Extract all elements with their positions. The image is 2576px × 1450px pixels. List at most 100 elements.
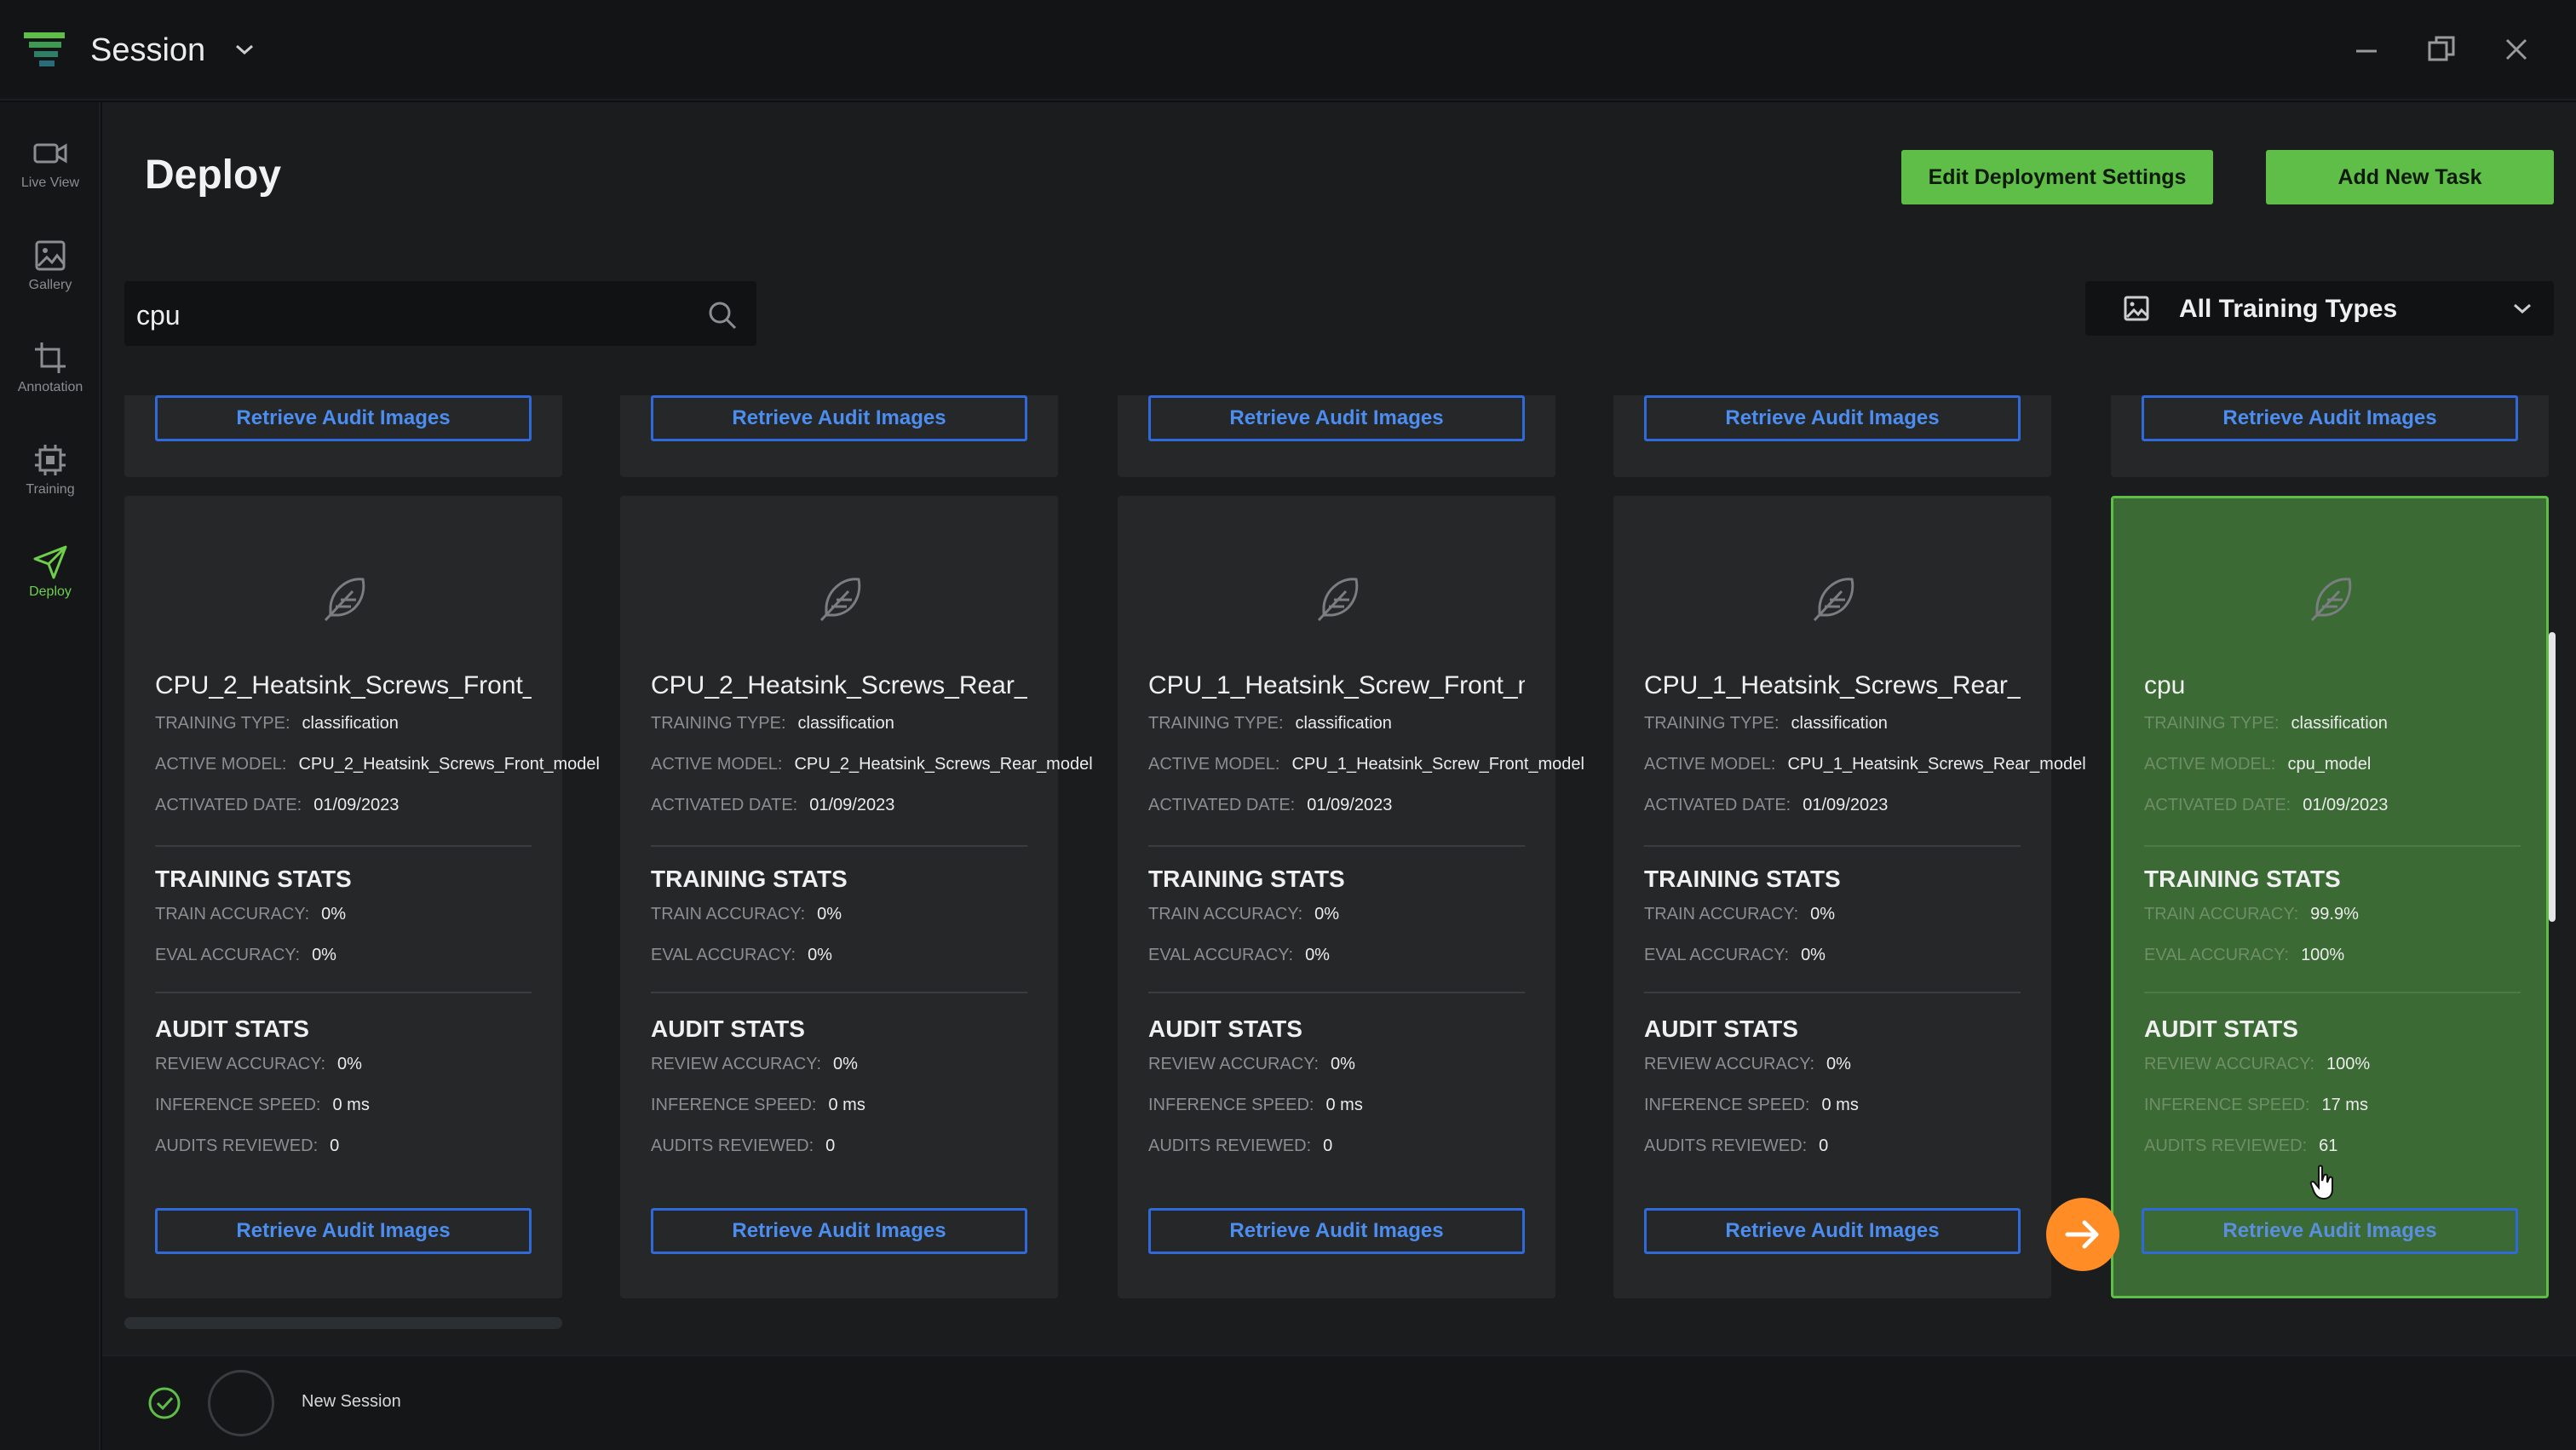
sidebar: Live View Gallery Annotation Training De… bbox=[0, 102, 101, 1450]
retrieve-audit-images-button[interactable]: Retrieve Audit Images bbox=[2142, 1208, 2518, 1254]
retrieve-audit-images-button[interactable]: Retrieve Audit Images bbox=[155, 395, 532, 441]
divider bbox=[651, 992, 1027, 993]
page-title: Deploy bbox=[145, 152, 282, 198]
review-accuracy-row: REVIEW ACCURACY: 0% bbox=[1644, 1055, 1851, 1079]
arrow-right-icon bbox=[2046, 1198, 2119, 1271]
activated-date-label: ACTIVATED DATE: bbox=[2144, 796, 2291, 814]
edit-deployment-settings-button[interactable]: Edit Deployment Settings bbox=[1901, 150, 2213, 204]
audits-reviewed-label: AUDITS REVIEWED: bbox=[1644, 1136, 1808, 1155]
review-accuracy-label: REVIEW ACCURACY: bbox=[1644, 1055, 1815, 1073]
sidebar-item-training[interactable]: Training bbox=[0, 429, 101, 515]
sidebar-item-annotation[interactable]: Annotation bbox=[0, 327, 101, 412]
sidebar-item-gallery[interactable]: Gallery bbox=[0, 225, 101, 310]
audits-reviewed-label: AUDITS REVIEWED: bbox=[651, 1136, 814, 1155]
divider bbox=[1148, 845, 1525, 847]
feather-icon bbox=[1317, 578, 1359, 622]
training-stats-heading: TRAINING STATS bbox=[651, 866, 848, 892]
retrieve-audit-images-button[interactable]: Retrieve Audit Images bbox=[1644, 1208, 2021, 1254]
retrieve-audit-images-button[interactable]: Retrieve Audit Images bbox=[2142, 395, 2518, 441]
task-card[interactable]: CPU_1_Heatsink_Screw_Front_model TRAINING… bbox=[1118, 496, 1584, 1298]
sidebar-item-deploy[interactable]: Deploy bbox=[0, 532, 101, 617]
training-type-row: TRAINING TYPE: classification bbox=[1148, 714, 1392, 738]
divider bbox=[2144, 992, 2521, 993]
status-bar bbox=[102, 1355, 2576, 1450]
eval-accuracy-row: EVAL ACCURACY: 100% bbox=[2144, 946, 2344, 970]
retrieve-audit-images-button[interactable]: Retrieve Audit Images bbox=[651, 1208, 1027, 1254]
send-icon bbox=[33, 545, 67, 579]
session-avatar[interactable] bbox=[208, 1370, 274, 1436]
activated-date-row: ACTIVATED DATE: 01/09/2023 bbox=[1644, 796, 1888, 820]
inference-speed-value: 0 ms bbox=[828, 1096, 865, 1114]
train-accuracy-label: TRAIN ACCURACY: bbox=[651, 905, 806, 924]
active-model-row: ACTIVE MODEL: CPU_1_Heatsink_Screw_Front_… bbox=[1148, 755, 1584, 779]
retrieve-audit-images-button[interactable]: Retrieve Audit Images bbox=[1148, 395, 1525, 441]
divider bbox=[2144, 845, 2521, 847]
horizontal-scrollbar[interactable] bbox=[124, 1317, 562, 1329]
sidebar-item-label: Training bbox=[26, 482, 75, 497]
task-card[interactable]: cpu TRAINING TYPE: classification ACTIVE MO… bbox=[2111, 496, 2549, 1298]
training-stats-heading: TRAINING STATS bbox=[2144, 866, 2341, 892]
active-model-label: ACTIVE MODEL: bbox=[1148, 755, 1280, 774]
search-input[interactable] bbox=[124, 281, 756, 346]
activated-date-row: ACTIVATED DATE: 01/09/2023 bbox=[2144, 796, 2388, 820]
eval-accuracy-value: 0% bbox=[312, 946, 336, 964]
inference-speed-label: INFERENCE SPEED: bbox=[155, 1096, 321, 1114]
window-title: Session bbox=[90, 32, 206, 68]
active-model-row: ACTIVE MODEL: CPU_2_Heatsink_Screws_Front… bbox=[155, 755, 600, 779]
review-accuracy-row: REVIEW ACCURACY: 0% bbox=[651, 1055, 858, 1079]
retrieve-audit-images-button[interactable]: Retrieve Audit Images bbox=[651, 395, 1027, 441]
training-type-select[interactable]: All Training Types bbox=[2085, 281, 2554, 336]
divider bbox=[1148, 992, 1525, 993]
minimize-icon[interactable] bbox=[2346, 29, 2387, 70]
task-card-partial: Retrieve Audit Images bbox=[1118, 395, 1555, 477]
audits-reviewed-value: 0 bbox=[1323, 1136, 1333, 1155]
task-name: CPU_2_Heatsink_Screws_Rear_model bbox=[651, 671, 1027, 699]
train-accuracy-label: TRAIN ACCURACY: bbox=[1148, 905, 1303, 924]
eval-accuracy-row: EVAL ACCURACY: 0% bbox=[651, 946, 832, 970]
eval-accuracy-row: EVAL ACCURACY: 0% bbox=[1148, 946, 1330, 970]
training-type-value: classification bbox=[1295, 714, 1392, 733]
train-accuracy-value: 99.9% bbox=[2310, 905, 2359, 924]
audits-reviewed-label: AUDITS REVIEWED: bbox=[155, 1136, 319, 1155]
task-card[interactable]: CPU_2_Heatsink_Screws_Front_model TRAININ… bbox=[124, 496, 600, 1298]
active-model-value: CPU_1_Heatsink_Screws_Rear_model bbox=[1787, 755, 2086, 774]
training-stats-heading: TRAINING STATS bbox=[155, 866, 352, 892]
check-circle-icon bbox=[148, 1387, 181, 1419]
search-icon[interactable] bbox=[705, 298, 739, 332]
training-type-row: TRAINING TYPE: classification bbox=[651, 714, 894, 738]
task-card[interactable]: CPU_1_Heatsink_Screws_Rear_model TRAINING… bbox=[1613, 496, 2086, 1298]
video-camera-icon bbox=[33, 143, 67, 164]
training-type-label: TRAINING TYPE: bbox=[2144, 714, 2280, 733]
sidebar-item-label: Deploy bbox=[29, 584, 72, 599]
chevron-down-icon[interactable] bbox=[232, 39, 257, 60]
add-new-task-button[interactable]: Add New Task bbox=[2266, 150, 2554, 204]
review-accuracy-row: REVIEW ACCURACY: 0% bbox=[155, 1055, 362, 1079]
active-model-label: ACTIVE MODEL: bbox=[651, 755, 783, 774]
close-icon[interactable] bbox=[2496, 29, 2537, 70]
train-accuracy-row: TRAIN ACCURACY: 0% bbox=[155, 905, 346, 929]
training-type-value: classification bbox=[2291, 714, 2388, 733]
training-type-value: All Training Types bbox=[2179, 295, 2398, 323]
inference-speed-row: INFERENCE SPEED: 0 ms bbox=[1148, 1096, 1363, 1119]
sidebar-item-live-view[interactable]: Live View bbox=[0, 123, 101, 208]
training-type-label: TRAINING TYPE: bbox=[1644, 714, 1780, 733]
restore-icon[interactable] bbox=[2421, 29, 2462, 70]
retrieve-audit-images-button[interactable]: Retrieve Audit Images bbox=[1644, 395, 2021, 441]
search-input-value[interactable]: cpu bbox=[136, 300, 181, 331]
feather-icon bbox=[1813, 578, 1854, 622]
task-card-partial: Retrieve Audit Images bbox=[124, 395, 562, 477]
task-card[interactable]: CPU_2_Heatsink_Screws_Rear_model TRAINING… bbox=[620, 496, 1093, 1298]
activated-date-row: ACTIVATED DATE: 01/09/2023 bbox=[1148, 796, 1392, 820]
review-accuracy-value: 0% bbox=[1826, 1055, 1851, 1073]
retrieve-audit-images-button[interactable]: Retrieve Audit Images bbox=[1148, 1208, 1525, 1254]
active-model-row: ACTIVE MODEL: CPU_1_Heatsink_Screws_Rear_… bbox=[1644, 755, 2086, 779]
inference-speed-label: INFERENCE SPEED: bbox=[1644, 1096, 1810, 1114]
eval-accuracy-label: EVAL ACCURACY: bbox=[2144, 946, 2290, 964]
retrieve-audit-images-button[interactable]: Retrieve Audit Images bbox=[155, 1208, 532, 1254]
train-accuracy-label: TRAIN ACCURACY: bbox=[155, 905, 310, 924]
training-stats-heading: TRAINING STATS bbox=[1644, 866, 1841, 892]
feather-icon bbox=[819, 578, 861, 622]
vertical-scrollbar[interactable] bbox=[2549, 632, 2556, 922]
train-accuracy-label: TRAIN ACCURACY: bbox=[1644, 905, 1799, 924]
image-icon bbox=[2124, 296, 2149, 321]
